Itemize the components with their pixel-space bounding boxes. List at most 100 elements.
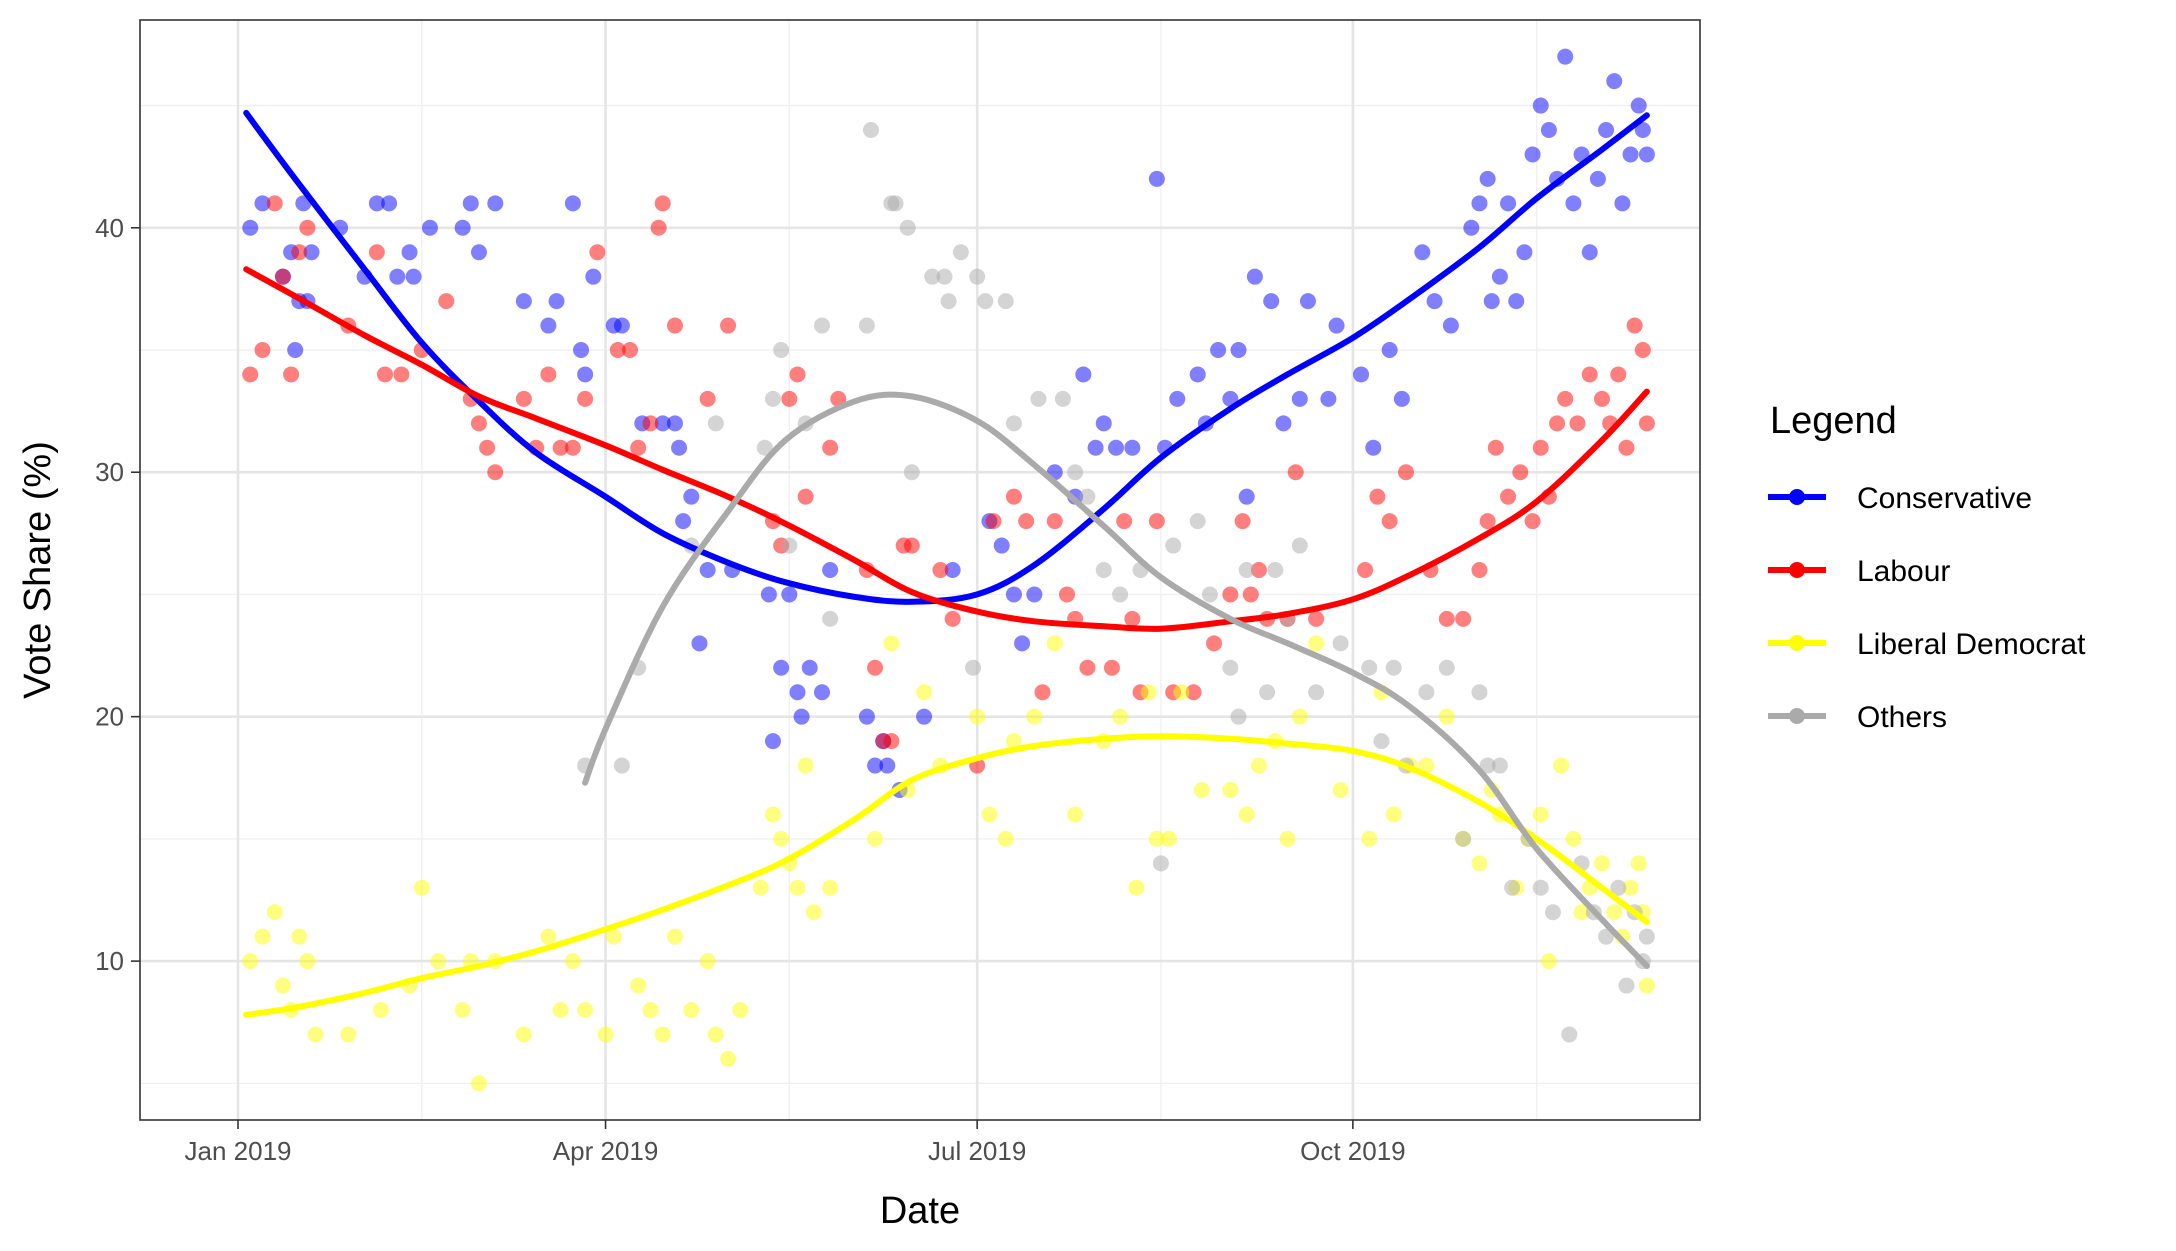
liberal-democrat-point bbox=[981, 806, 998, 823]
labour-point bbox=[589, 244, 606, 261]
others-point bbox=[707, 415, 724, 432]
labour-point bbox=[470, 415, 487, 432]
conservative-point bbox=[573, 342, 590, 358]
conservative-point bbox=[287, 342, 304, 358]
conservative-point bbox=[879, 757, 896, 774]
others-point bbox=[977, 293, 994, 310]
labour-point bbox=[1206, 635, 1223, 652]
conservative-point bbox=[1565, 195, 1582, 212]
conservative-point bbox=[1075, 366, 1092, 383]
liberal-democrat-point bbox=[291, 928, 308, 945]
labour-point bbox=[720, 317, 737, 334]
conservative-point bbox=[1169, 390, 1186, 407]
labour-point bbox=[242, 366, 259, 383]
legend-key-point bbox=[1789, 635, 1805, 651]
liberal-democrat-point bbox=[577, 1002, 594, 1018]
labour-point bbox=[1357, 562, 1374, 578]
labour-point bbox=[903, 537, 920, 554]
others-point bbox=[1030, 390, 1047, 407]
conservative-point bbox=[675, 513, 692, 530]
others-point bbox=[1112, 586, 1129, 603]
others-point bbox=[1504, 879, 1521, 896]
labour-point bbox=[552, 439, 569, 456]
others-point bbox=[613, 757, 630, 774]
liberal-democrat-point bbox=[1128, 879, 1145, 896]
conservative-point bbox=[1463, 219, 1480, 236]
conservative-point bbox=[254, 195, 271, 212]
others-point bbox=[1238, 562, 1255, 578]
labour-point bbox=[1471, 562, 1488, 578]
data-points bbox=[242, 48, 1655, 1092]
liberal-democrat-point bbox=[1026, 708, 1043, 725]
liberal-democrat-point bbox=[1193, 782, 1210, 798]
labour-point bbox=[368, 244, 385, 261]
others-point bbox=[924, 268, 941, 285]
conservative-point bbox=[470, 244, 487, 261]
liberal-democrat-point bbox=[805, 904, 822, 921]
labour-point bbox=[1500, 488, 1517, 505]
liberal-democrat-point bbox=[683, 1002, 700, 1018]
labour-point bbox=[564, 439, 581, 456]
labour-point bbox=[1185, 684, 1202, 701]
conservative-point bbox=[1087, 439, 1104, 456]
liberal-democrat-point bbox=[470, 1075, 487, 1092]
others-point bbox=[903, 464, 920, 481]
labour-point bbox=[393, 366, 410, 383]
others-point bbox=[1308, 684, 1325, 701]
others-point bbox=[1152, 855, 1169, 872]
conservative-point bbox=[1557, 48, 1574, 65]
labour-point bbox=[1593, 390, 1610, 407]
labour-point bbox=[1626, 317, 1643, 334]
liberal-democrat-point bbox=[1622, 879, 1639, 896]
legend-label: Conservative bbox=[1857, 482, 2032, 515]
others-point bbox=[969, 268, 986, 285]
conservative-point bbox=[1026, 586, 1043, 603]
others-point bbox=[1095, 562, 1112, 578]
legend-item-others: Others bbox=[1768, 701, 1947, 734]
legend-item-liberal-democrat: Liberal Democrat bbox=[1768, 628, 2086, 661]
conservative-point bbox=[1630, 97, 1647, 114]
others-point bbox=[899, 219, 916, 236]
others-point bbox=[1291, 537, 1308, 554]
labour-point bbox=[1242, 586, 1259, 603]
liberal-democrat-point bbox=[732, 1002, 749, 1018]
others-point bbox=[862, 122, 879, 138]
others-point bbox=[1259, 684, 1276, 701]
x-tick-label: Jan 2019 bbox=[185, 1136, 292, 1166]
conservative-point bbox=[1479, 170, 1496, 187]
labour-point bbox=[1148, 513, 1165, 530]
conservative-point bbox=[462, 195, 479, 212]
x-axis-title: Date bbox=[880, 1190, 960, 1232]
conservative-point bbox=[1393, 390, 1410, 407]
liberal-democrat-point bbox=[1573, 904, 1590, 921]
liberal-democrat-point bbox=[1418, 757, 1435, 774]
conservative-point bbox=[793, 708, 810, 725]
others-point bbox=[1222, 659, 1239, 676]
labour-point bbox=[1287, 464, 1304, 481]
conservative-point bbox=[691, 635, 708, 652]
conservative-point bbox=[1483, 293, 1500, 310]
legend-key-point bbox=[1789, 708, 1805, 724]
conservative-point bbox=[1540, 122, 1557, 138]
liberal-democrat-point bbox=[515, 1026, 532, 1043]
labour-point bbox=[1124, 610, 1141, 627]
liberal-democrat-point bbox=[1332, 782, 1349, 798]
liberal-democrat-point bbox=[752, 879, 769, 896]
conservative-point bbox=[801, 659, 818, 676]
conservative-point bbox=[1622, 146, 1639, 163]
labour-point bbox=[1634, 342, 1651, 358]
labour-point bbox=[577, 390, 594, 407]
conservative-point bbox=[1471, 195, 1488, 212]
labour-point bbox=[1557, 390, 1574, 407]
labour-point bbox=[1638, 415, 1655, 432]
others-point bbox=[1067, 464, 1084, 481]
liberal-democrat-point bbox=[654, 1026, 671, 1043]
liberal-democrat-points bbox=[242, 635, 1655, 1092]
labour-point bbox=[1381, 513, 1398, 530]
labour-point bbox=[1369, 488, 1386, 505]
liberal-democrat-point bbox=[789, 879, 806, 896]
others-point bbox=[1361, 659, 1378, 676]
plot-panel-border bbox=[139, 19, 1701, 1121]
labour-point bbox=[650, 219, 667, 236]
conservative-point bbox=[993, 537, 1010, 554]
